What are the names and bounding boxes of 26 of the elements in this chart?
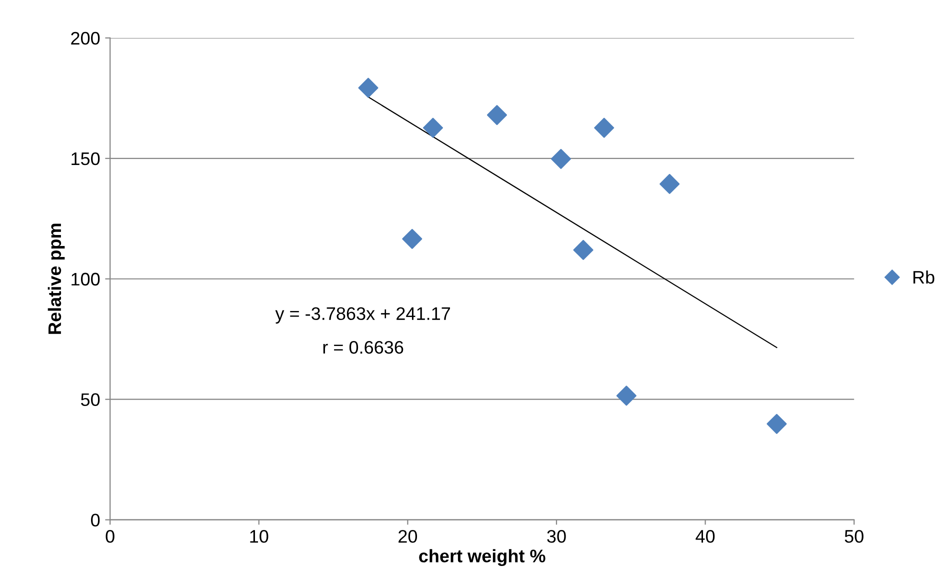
y-tick-label: 50 [81,393,100,406]
annotation: y = -3.7863x + 241.17 [275,307,450,324]
point [616,386,636,406]
x-tick-label: 40 [696,530,715,543]
point [422,118,443,138]
y-tick-label: 100 [72,272,100,286]
x-tick-label: 30 [547,530,566,543]
x-tick-label: 50 [844,530,864,543]
y-tick-label: 150 [72,152,100,166]
x-tick-label: 20 [398,530,418,543]
point [550,148,571,169]
annotation: r = 0.6636 [323,340,404,354]
point [766,414,787,434]
x-tick-label: 10 [250,530,268,543]
x-tick-label: 0 [106,530,114,543]
y-tick-label: 200 [71,32,100,45]
point [594,118,614,138]
y-tick-label: 0 [91,514,100,527]
point [660,174,680,194]
point [486,105,507,126]
x-axis-title: chert weight % [419,549,546,566]
legend-label: Rb [913,270,934,284]
point [358,78,378,98]
point [402,228,422,249]
y-axis-title: Relative ppm [48,224,65,334]
point [573,240,594,260]
